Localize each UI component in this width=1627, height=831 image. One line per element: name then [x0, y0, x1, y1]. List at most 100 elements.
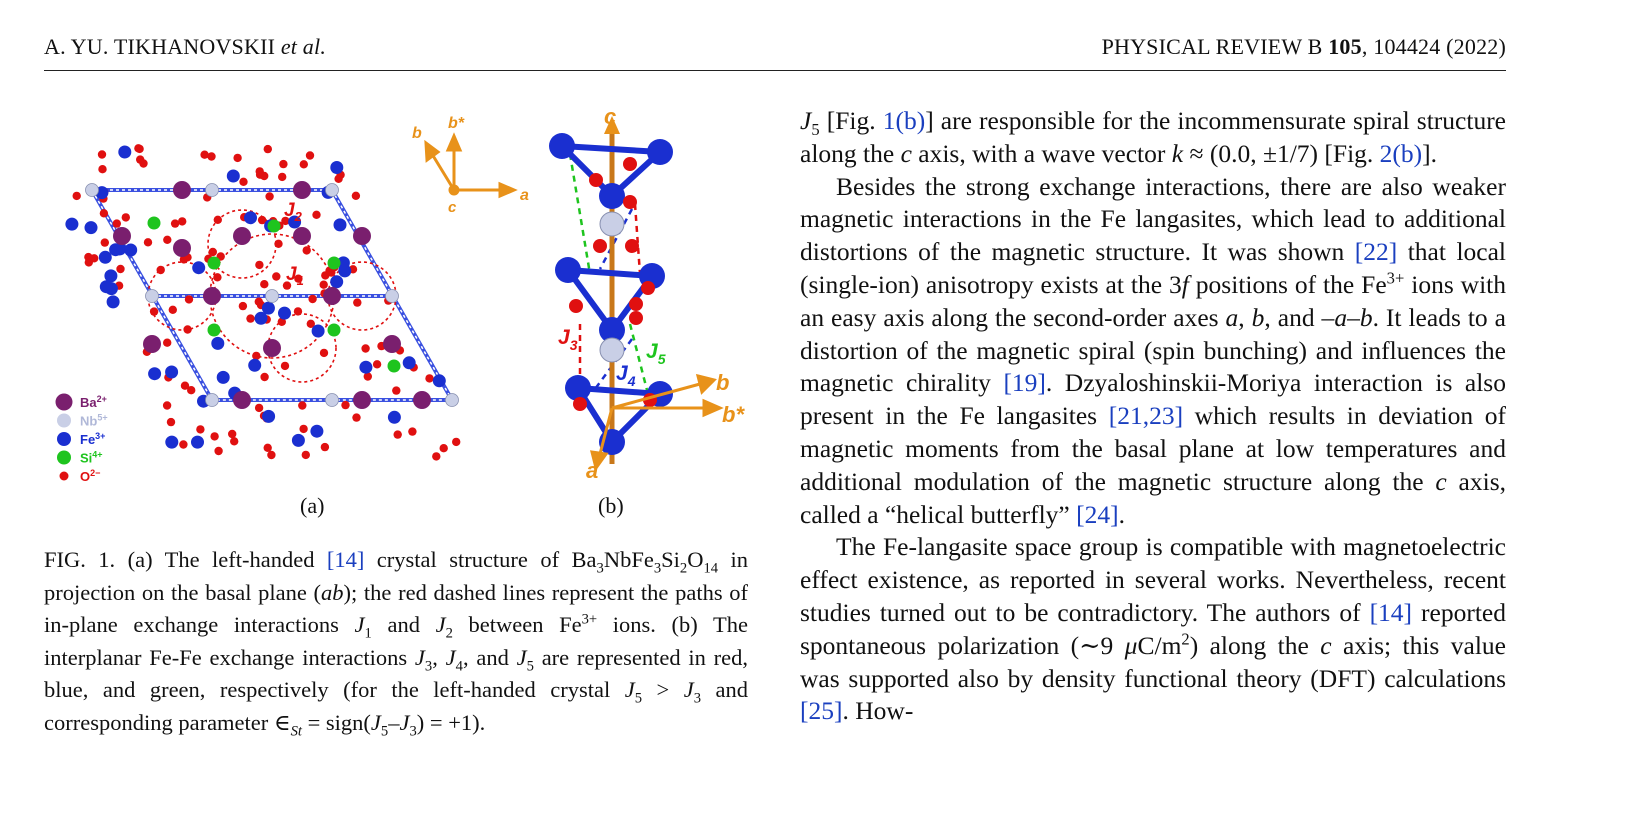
j4-paths — [593, 208, 634, 390]
nb-atom — [385, 289, 399, 303]
oxygen-atom — [136, 155, 145, 164]
oxygen-atom — [302, 246, 311, 255]
ba-atom — [203, 287, 221, 305]
oxygen-atom — [170, 219, 180, 228]
oxygen-atom — [179, 440, 188, 449]
chain-atoms — [549, 133, 673, 455]
fe-atom — [98, 250, 112, 264]
oxygen-atom — [255, 170, 265, 179]
j1-label: J1 — [286, 264, 304, 288]
oxygen-atom — [72, 191, 81, 201]
nb-atom — [445, 393, 459, 407]
nb-atom — [205, 393, 219, 407]
journal-name: PHYSICAL REVIEW B — [1101, 34, 1323, 59]
oxygen-atom — [252, 351, 261, 361]
fe-atom — [192, 261, 206, 275]
oxygen-atom — [99, 209, 109, 218]
oxygen-atom — [334, 174, 343, 183]
oxygen-atom — [121, 213, 130, 222]
oxygen-atom — [363, 372, 372, 381]
si-atom — [207, 256, 221, 270]
oxygen-atom — [214, 446, 223, 456]
header-journal: PHYSICAL REVIEW B 105, 104424 (2022) — [1102, 34, 1506, 60]
oxygen-atom — [439, 444, 448, 453]
paragraph-3: The Fe-langasite space group is compatib… — [800, 532, 1506, 726]
o-atom-b — [641, 281, 655, 295]
ba-atom — [263, 339, 281, 357]
oxygen-atom — [254, 403, 264, 413]
figure-panel-b: c b b* a J3 J4 J5 — [549, 104, 745, 483]
nb-atom — [145, 289, 159, 303]
oxygen-atom — [180, 381, 190, 390]
oxygen-atom — [312, 210, 321, 219]
o-atom-b — [593, 239, 607, 253]
oxygen-atom — [254, 297, 263, 306]
o-atom-b — [573, 397, 587, 411]
o-atom-b — [623, 195, 637, 209]
fe-atom — [330, 161, 344, 174]
oxygen-atom — [265, 192, 274, 201]
oxygen-atom — [98, 165, 107, 174]
oxygen-atom — [277, 317, 286, 326]
formula: Ba3NbFe3Si2O14 — [571, 547, 719, 577]
cite-25[interactable]: [25] — [800, 696, 843, 726]
si-atom — [267, 219, 281, 233]
fe-atom — [261, 301, 275, 315]
oxygen-atom — [257, 215, 267, 225]
fe-atom — [65, 217, 79, 231]
fe-atom — [244, 211, 257, 225]
fe-atom — [248, 358, 262, 372]
ref-fig-2b[interactable]: 2(b) — [1379, 138, 1423, 168]
fe-atom — [106, 295, 120, 309]
fe-atom — [311, 324, 325, 338]
oxygen-atom — [213, 273, 222, 282]
legend-swatch-si — [57, 450, 71, 465]
fe-atom — [291, 433, 305, 447]
fe-atom — [211, 336, 225, 350]
oxygen-atom — [299, 160, 308, 169]
j5-paths — [568, 153, 650, 395]
fe-atom-b — [599, 183, 625, 209]
oxygen-atom — [260, 280, 269, 289]
oxygen-atom — [298, 401, 307, 410]
oxygen-atom — [281, 216, 290, 226]
j3-label: J3 — [558, 326, 578, 353]
cite-21-23[interactable]: [21,23] — [1108, 401, 1184, 431]
running-header: A. YU. TIKHANOVSKII et al. PHYSICAL REVI… — [44, 34, 1506, 71]
ref-fig-1b[interactable]: 1(b) — [882, 106, 926, 135]
cite-14-body[interactable]: [14] — [1369, 597, 1413, 627]
oxygen-atom — [238, 301, 248, 311]
oxygen-atom — [116, 264, 125, 274]
oxygen-atom — [230, 437, 239, 446]
oxygen-atom — [112, 219, 122, 228]
oxygen-atom — [280, 361, 290, 371]
o-atom-b — [569, 299, 583, 313]
fe-atom — [387, 410, 401, 424]
j5-label: J5 — [646, 340, 666, 367]
ba-atom — [353, 227, 371, 245]
cite-24[interactable]: [24] — [1076, 499, 1119, 529]
nb-atom — [325, 393, 339, 407]
oxygen-atom — [183, 325, 192, 334]
oxygen-atom — [306, 319, 315, 328]
legend-label-ba: Ba2+ — [80, 394, 107, 410]
oxygen-atom — [319, 348, 329, 358]
oxygen-atom — [163, 235, 172, 244]
panel-b-label: (b) — [598, 493, 624, 518]
oxygen-atom — [392, 386, 401, 395]
journal-article: , 104424 (2022) — [1361, 34, 1506, 59]
oxygen-atom — [208, 247, 217, 257]
oxygen-atom — [228, 429, 237, 439]
oxygen-atom — [351, 191, 361, 200]
axis-c-label-b: c — [604, 104, 616, 129]
ba-atom — [233, 227, 251, 245]
oxygen-atom — [299, 424, 308, 434]
cite-14[interactable]: [14] — [326, 547, 365, 572]
cite-19[interactable]: [19] — [1003, 368, 1046, 398]
cite-22[interactable]: [22] — [1354, 237, 1398, 267]
oxygen-atom — [361, 344, 370, 353]
oxygen-atom — [97, 150, 107, 159]
fe-atom — [165, 435, 179, 449]
oxygen-atom — [320, 442, 330, 452]
oxygen-atom — [162, 401, 172, 410]
